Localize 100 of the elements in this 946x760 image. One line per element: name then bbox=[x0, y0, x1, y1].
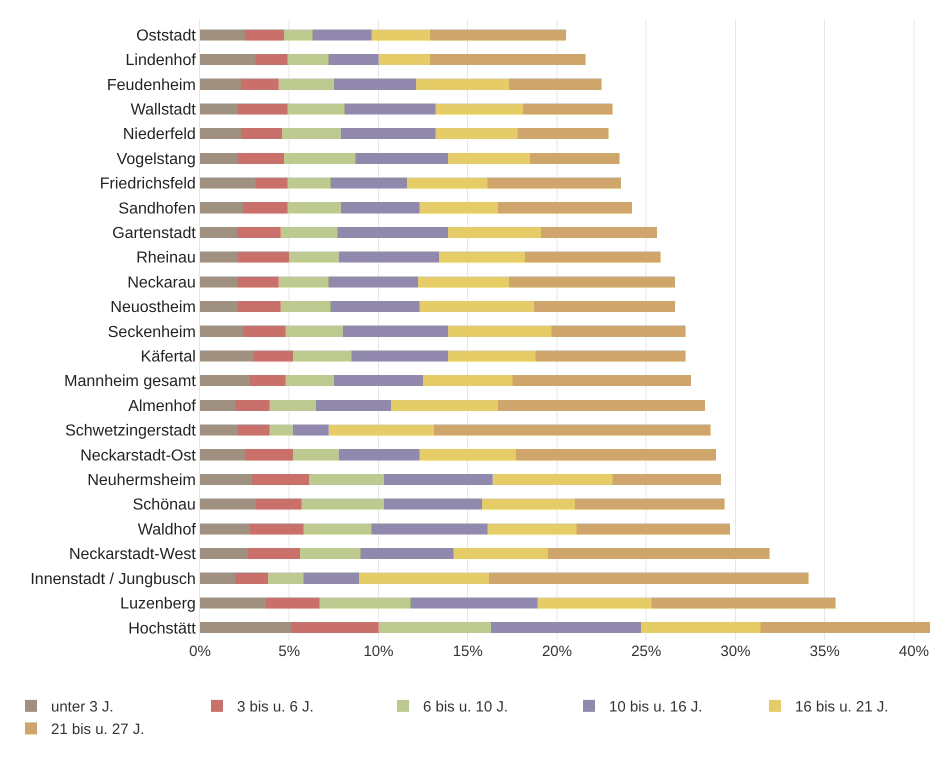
bar bbox=[536, 350, 686, 362]
bar bbox=[287, 202, 341, 214]
bar bbox=[250, 523, 304, 534]
bar bbox=[302, 498, 384, 510]
x-tick-label: 10% bbox=[363, 643, 394, 660]
bar bbox=[241, 78, 279, 90]
bar bbox=[242, 202, 288, 214]
bar bbox=[200, 375, 250, 386]
bar bbox=[342, 326, 448, 337]
bar bbox=[448, 226, 541, 238]
x-tick-label: 20% bbox=[542, 643, 572, 660]
x-tick-label: 30% bbox=[720, 643, 750, 660]
bar bbox=[200, 152, 238, 164]
y-tick-label: Neuhermsheim bbox=[87, 472, 196, 490]
y-tick-label: Almenhof bbox=[128, 398, 196, 415]
bar bbox=[498, 202, 632, 214]
bar bbox=[760, 622, 930, 634]
bar bbox=[236, 400, 270, 411]
bar bbox=[287, 177, 330, 189]
bar bbox=[286, 326, 343, 337]
bar bbox=[200, 29, 245, 40]
bar bbox=[266, 597, 320, 609]
bar bbox=[552, 326, 686, 337]
legend-label: 21 bis u. 27 J. bbox=[51, 721, 144, 738]
bar bbox=[200, 276, 238, 288]
bar bbox=[237, 300, 280, 312]
y-tick-label: Innenstadt / Jungbusch bbox=[30, 570, 196, 588]
bar bbox=[320, 597, 411, 609]
bar bbox=[200, 572, 236, 584]
bar bbox=[407, 177, 488, 189]
bar bbox=[492, 474, 612, 485]
bar bbox=[200, 252, 238, 263]
bar bbox=[537, 597, 652, 609]
bar bbox=[371, 29, 430, 40]
bar bbox=[292, 424, 329, 436]
y-tick-label: Niederfeld bbox=[122, 126, 196, 144]
bar bbox=[241, 128, 282, 140]
bar bbox=[291, 622, 378, 634]
bar bbox=[448, 326, 552, 337]
y-tick-label: Wallstadt bbox=[130, 102, 196, 119]
bar bbox=[378, 622, 491, 634]
bar bbox=[244, 29, 284, 40]
y-tick-label: Oststadt bbox=[136, 27, 196, 44]
bar bbox=[282, 128, 341, 140]
x-tick-label: 25% bbox=[631, 643, 662, 660]
y-tick-label: Neuostheim bbox=[110, 299, 196, 316]
bar bbox=[574, 498, 725, 510]
x-tick-label: 15% bbox=[452, 643, 483, 660]
bar bbox=[420, 202, 498, 214]
bar bbox=[200, 622, 292, 634]
bar bbox=[250, 375, 286, 386]
bar bbox=[200, 54, 256, 66]
y-tick-label: Schönau bbox=[132, 496, 196, 514]
bar bbox=[200, 300, 238, 312]
bar bbox=[268, 572, 304, 584]
y-tick-label: Sandhofen bbox=[118, 200, 196, 218]
y-tick-label: Feudenheim bbox=[106, 76, 196, 94]
bar bbox=[420, 449, 516, 460]
bar bbox=[524, 252, 660, 263]
bar bbox=[508, 276, 675, 288]
legend-label: unter 3 J. bbox=[51, 698, 114, 716]
bar bbox=[371, 523, 488, 534]
bar bbox=[287, 103, 345, 114]
bar bbox=[640, 622, 760, 634]
bar bbox=[436, 103, 524, 114]
bar bbox=[252, 474, 309, 485]
bar bbox=[612, 474, 722, 485]
bar bbox=[278, 276, 329, 288]
bar bbox=[200, 597, 266, 609]
bar bbox=[334, 78, 416, 90]
y-tick-label: Rheinau bbox=[136, 250, 196, 267]
bar bbox=[284, 152, 356, 164]
bar bbox=[200, 449, 245, 460]
bar bbox=[352, 350, 448, 362]
bar bbox=[416, 78, 509, 90]
bar bbox=[284, 29, 312, 40]
bar bbox=[334, 375, 424, 386]
bar bbox=[523, 103, 612, 114]
bar bbox=[304, 523, 372, 534]
legend-label: 6 bis u. 10 J. bbox=[423, 698, 508, 716]
bar bbox=[652, 597, 836, 609]
bar bbox=[200, 424, 238, 436]
bar bbox=[292, 449, 340, 460]
bar bbox=[489, 572, 809, 584]
bar bbox=[490, 622, 641, 634]
bar bbox=[434, 424, 710, 436]
bar bbox=[328, 276, 418, 288]
bar bbox=[286, 375, 334, 386]
x-tick-label: 40% bbox=[898, 643, 929, 660]
bar bbox=[200, 548, 248, 560]
bar bbox=[304, 572, 359, 584]
bar bbox=[330, 177, 408, 189]
bar bbox=[410, 597, 538, 609]
bar bbox=[337, 226, 448, 238]
bar bbox=[344, 103, 436, 114]
bar bbox=[312, 29, 372, 40]
legend-label: 3 bis u. 6 J. bbox=[237, 698, 314, 716]
bar bbox=[420, 300, 534, 312]
bar bbox=[200, 226, 238, 238]
bar bbox=[200, 474, 252, 485]
